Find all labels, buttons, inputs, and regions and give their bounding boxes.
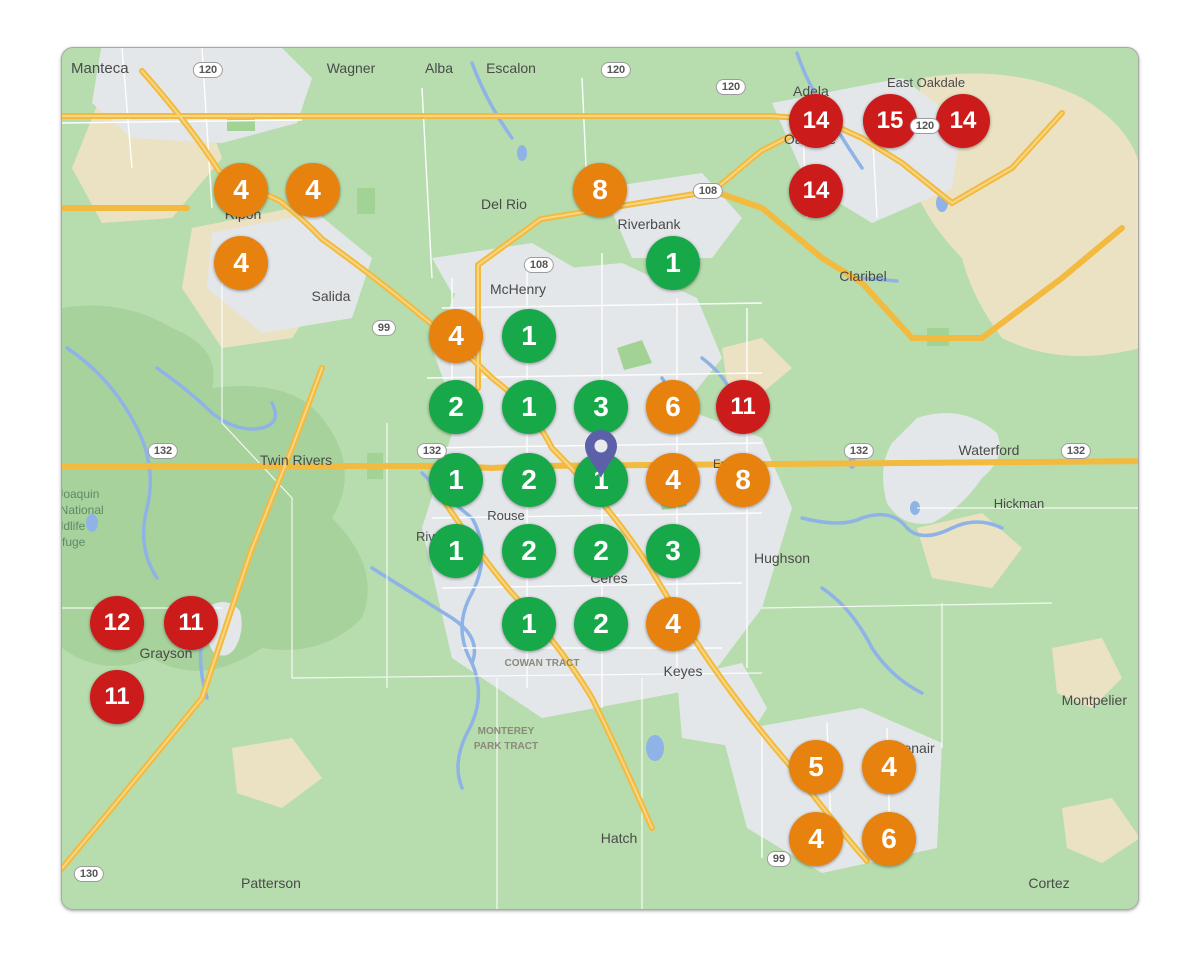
svg-text:East Oakdale: East Oakdale	[887, 75, 965, 90]
svg-text:PARK TRACT: PARK TRACT	[474, 741, 538, 752]
svg-text:Refuge: Refuge	[62, 535, 86, 549]
svg-text:MONTEREY: MONTEREY	[478, 726, 535, 737]
svg-text:Rouse: Rouse	[487, 508, 525, 523]
svg-text:River National: River National	[62, 503, 104, 517]
svg-text:Patterson: Patterson	[241, 875, 301, 891]
svg-text:Escalon: Escalon	[486, 60, 536, 76]
svg-text:Keyes: Keyes	[664, 663, 703, 679]
svg-text:Twin Rivers: Twin Rivers	[260, 452, 332, 468]
svg-text:COWAN TRACT: COWAN TRACT	[505, 658, 580, 669]
svg-text:Hatch: Hatch	[601, 830, 638, 846]
svg-text:Wagner: Wagner	[327, 60, 376, 76]
svg-text:Cortez: Cortez	[1028, 875, 1069, 891]
svg-text:Alba: Alba	[425, 60, 453, 76]
svg-text:Hickman: Hickman	[994, 496, 1045, 511]
svg-text:Hughson: Hughson	[754, 550, 810, 566]
svg-text:Montpelier: Montpelier	[1062, 692, 1128, 708]
svg-text:McHenry: McHenry	[490, 281, 546, 297]
svg-text:Salida: Salida	[312, 288, 351, 304]
svg-text:Del Rio: Del Rio	[481, 196, 527, 212]
svg-text:Manteca: Manteca	[71, 60, 129, 77]
svg-text:Wildlife: Wildlife	[62, 519, 86, 533]
svg-text:Waterford: Waterford	[959, 442, 1020, 458]
svg-text:Riverbank: Riverbank	[617, 216, 681, 232]
svg-text:Claribel: Claribel	[839, 268, 886, 284]
svg-text:San Joaquin: San Joaquin	[62, 487, 99, 501]
